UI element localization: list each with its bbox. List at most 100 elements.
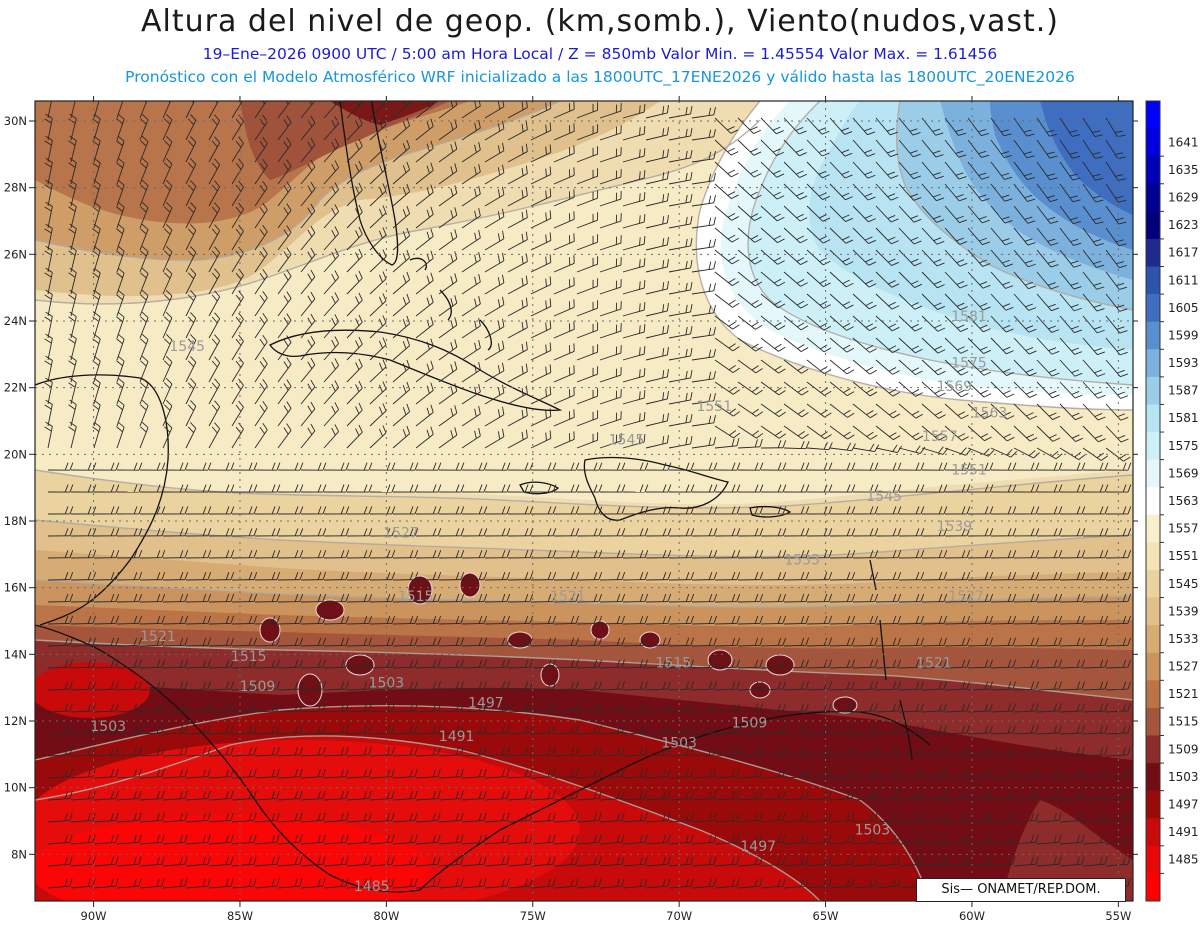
wind-barb xyxy=(645,528,672,537)
wind-barb xyxy=(760,593,787,603)
wind-barb xyxy=(300,506,327,515)
wind-barb xyxy=(369,637,396,647)
wind-barb xyxy=(1059,337,1083,355)
wind-barb xyxy=(1082,315,1105,334)
wind-barb xyxy=(944,462,971,471)
wind-barb xyxy=(1105,637,1132,647)
wind-barb xyxy=(1013,484,1040,493)
colorbar-swatch xyxy=(1146,156,1160,185)
wind-barb xyxy=(576,432,599,449)
wind-barb xyxy=(852,681,878,691)
wind-barb xyxy=(438,615,465,625)
wind-barb xyxy=(323,314,340,339)
wind-barb xyxy=(875,359,900,375)
wind-barb xyxy=(668,105,693,119)
wind-barb xyxy=(691,571,718,581)
wind-barb xyxy=(254,246,268,273)
wind-barb xyxy=(691,128,716,141)
wind-barb xyxy=(438,637,465,647)
wind-barb xyxy=(231,681,257,691)
wind-barb xyxy=(852,615,879,625)
wind-barb xyxy=(714,183,739,200)
wind-barb xyxy=(484,101,505,119)
wind-barb xyxy=(323,270,340,295)
wind-barb xyxy=(507,275,528,295)
wind-barb xyxy=(68,377,77,405)
wind-barb xyxy=(438,593,465,603)
wind-barb xyxy=(622,214,646,229)
wind-barb xyxy=(806,571,833,581)
wind-barb xyxy=(645,104,669,119)
wind-barb xyxy=(47,484,74,493)
wind-barb xyxy=(415,484,442,493)
wind-barb xyxy=(829,462,856,471)
wind-barb xyxy=(530,408,552,427)
wind-barb xyxy=(599,528,626,537)
wind-barb xyxy=(1013,161,1035,181)
wind-barb xyxy=(461,462,488,471)
wind-barb xyxy=(553,462,580,471)
wind-barb xyxy=(70,681,96,691)
wind-barb xyxy=(392,205,411,229)
wind-barb xyxy=(760,183,785,200)
wind-barb xyxy=(369,205,387,229)
wind-barb xyxy=(714,293,740,308)
wind-barb xyxy=(507,253,528,273)
wind-barb xyxy=(553,409,575,427)
wind-barb xyxy=(875,637,902,647)
wind-barb xyxy=(576,322,599,339)
wind-barb xyxy=(691,194,716,207)
wind-barb xyxy=(415,506,442,515)
wind-barb xyxy=(44,421,53,449)
wind-barb xyxy=(277,101,292,119)
wind-barb xyxy=(461,340,481,361)
wind-barb xyxy=(829,315,854,331)
wind-barb xyxy=(990,249,1014,268)
colorbar-swatch xyxy=(1146,211,1160,240)
wind-barb xyxy=(369,271,387,295)
wind-barb xyxy=(392,337,411,361)
wind-barb xyxy=(668,571,695,581)
colorbar-label: 1563 xyxy=(1168,494,1199,508)
wind-barb xyxy=(599,506,626,515)
colorbar-label: 1503 xyxy=(1168,770,1199,784)
wind-barb xyxy=(369,681,395,691)
wind-barb xyxy=(990,615,1017,625)
wind-barb xyxy=(1036,425,1061,442)
wind-barb xyxy=(277,637,304,647)
wind-barb xyxy=(737,117,762,134)
wind-barb xyxy=(1036,703,1062,713)
wind-barb xyxy=(898,484,925,493)
wind-barb xyxy=(944,249,968,267)
wind-barb xyxy=(208,290,221,317)
lat-tick-label: 24N xyxy=(4,314,27,328)
wind-barb xyxy=(691,150,716,163)
wind-barb xyxy=(484,164,505,185)
wind-barb xyxy=(300,593,327,603)
wind-barb xyxy=(484,340,505,361)
wind-barb xyxy=(1036,571,1063,581)
wind-barb xyxy=(461,101,481,119)
colorbar-label: 1641 xyxy=(1168,135,1199,149)
wind-barb xyxy=(185,484,212,493)
wind-barb xyxy=(829,205,854,222)
wind-barb xyxy=(783,183,808,200)
wind-barb xyxy=(691,326,716,339)
wind-barb xyxy=(645,412,669,427)
wind-barb xyxy=(277,291,292,317)
wind-barb xyxy=(369,484,396,493)
wind-barb xyxy=(645,615,672,625)
wind-barb xyxy=(1059,528,1086,537)
wind-barb xyxy=(162,289,173,317)
contour-label: 1521 xyxy=(140,629,176,645)
wind-barb xyxy=(714,528,741,537)
wind-barb xyxy=(898,117,921,136)
wind-barb xyxy=(484,703,510,713)
wind-barb xyxy=(599,125,622,141)
wind-barb xyxy=(806,506,833,515)
wind-barb xyxy=(691,216,716,229)
wind-barb xyxy=(737,249,763,265)
wind-barb xyxy=(185,378,197,405)
wind-barb xyxy=(967,425,992,442)
wind-barb xyxy=(1105,681,1131,691)
